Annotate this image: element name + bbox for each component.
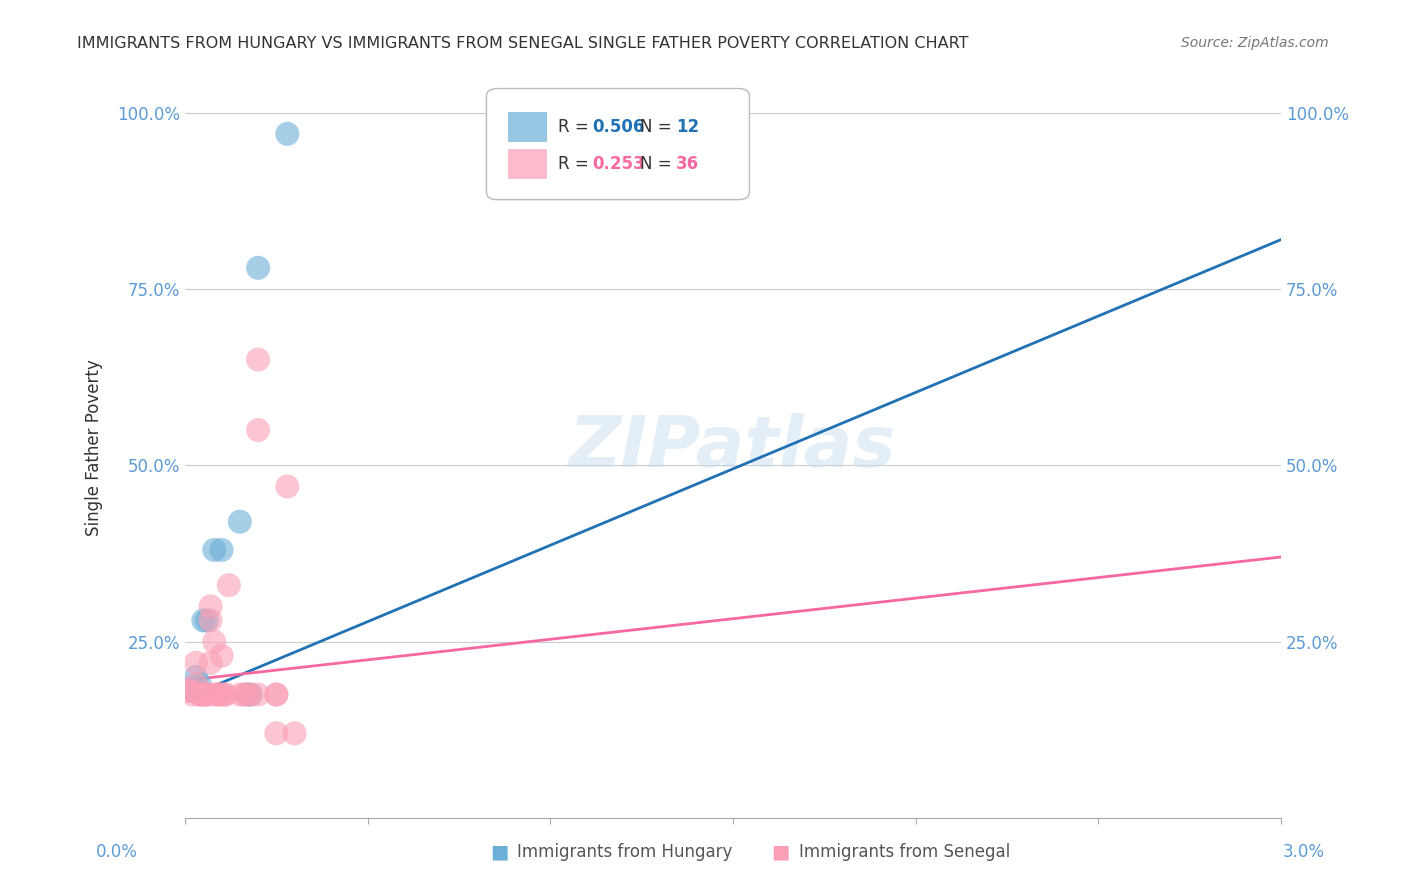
Text: 0.253: 0.253 [593, 155, 645, 173]
Point [276, 479, 298, 493]
Point [193, 688, 215, 702]
Point [207, 688, 229, 702]
Point [181, 684, 204, 698]
Point [200, 656, 222, 670]
Point [247, 352, 270, 367]
Point [266, 688, 288, 702]
Point [211, 688, 233, 702]
Point [188, 677, 211, 691]
Bar [509, 112, 547, 142]
Text: ■: ■ [770, 842, 790, 862]
Point [202, 688, 225, 702]
Text: 0.0%: 0.0% [96, 843, 138, 861]
Point [284, 726, 307, 740]
Point [266, 726, 288, 740]
Point [188, 688, 211, 702]
Text: N =: N = [640, 155, 676, 173]
Point [266, 688, 288, 702]
Point [218, 578, 240, 592]
Point [181, 684, 204, 698]
Y-axis label: Single Father Poverty: Single Father Poverty [86, 359, 103, 536]
Text: Source: ZipAtlas.com: Source: ZipAtlas.com [1181, 36, 1329, 50]
Point [177, 684, 200, 698]
Point [202, 634, 225, 648]
Text: ZIPatlas: ZIPatlas [569, 413, 897, 483]
Point [200, 599, 222, 614]
Point [229, 515, 252, 529]
Bar [509, 149, 547, 179]
Text: Immigrants from Senegal: Immigrants from Senegal [799, 843, 1010, 861]
Point [193, 688, 215, 702]
Point [229, 688, 252, 702]
Point [247, 260, 270, 275]
Point [247, 688, 270, 702]
Point [195, 688, 218, 702]
Text: IMMIGRANTS FROM HUNGARY VS IMMIGRANTS FROM SENEGAL SINGLE FATHER POVERTY CORRELA: IMMIGRANTS FROM HUNGARY VS IMMIGRANTS FR… [77, 36, 969, 51]
Text: Immigrants from Hungary: Immigrants from Hungary [517, 843, 733, 861]
Point [207, 688, 229, 702]
Point [214, 688, 236, 702]
Point [181, 688, 204, 702]
Text: 0.506: 0.506 [593, 118, 645, 136]
Point [214, 688, 236, 702]
Point [232, 688, 254, 702]
Text: 36: 36 [676, 155, 699, 173]
Text: ■: ■ [489, 842, 509, 862]
Text: 12: 12 [676, 118, 699, 136]
Point [239, 688, 262, 702]
Point [276, 127, 298, 141]
Point [195, 614, 218, 628]
Point [184, 670, 207, 684]
Point [202, 543, 225, 558]
Point [188, 688, 211, 702]
Text: 3.0%: 3.0% [1282, 843, 1324, 861]
Point [195, 688, 218, 702]
Point [247, 423, 270, 437]
Point [193, 614, 215, 628]
Point [239, 688, 262, 702]
Point [211, 648, 233, 663]
FancyBboxPatch shape [486, 88, 749, 200]
Point [200, 614, 222, 628]
Point [184, 677, 207, 691]
Text: R =: R = [558, 155, 593, 173]
Point [236, 688, 259, 702]
Text: R =: R = [558, 118, 593, 136]
Point [184, 656, 207, 670]
Point [236, 688, 259, 702]
Point [211, 543, 233, 558]
Text: N =: N = [640, 118, 676, 136]
Point [193, 688, 215, 702]
